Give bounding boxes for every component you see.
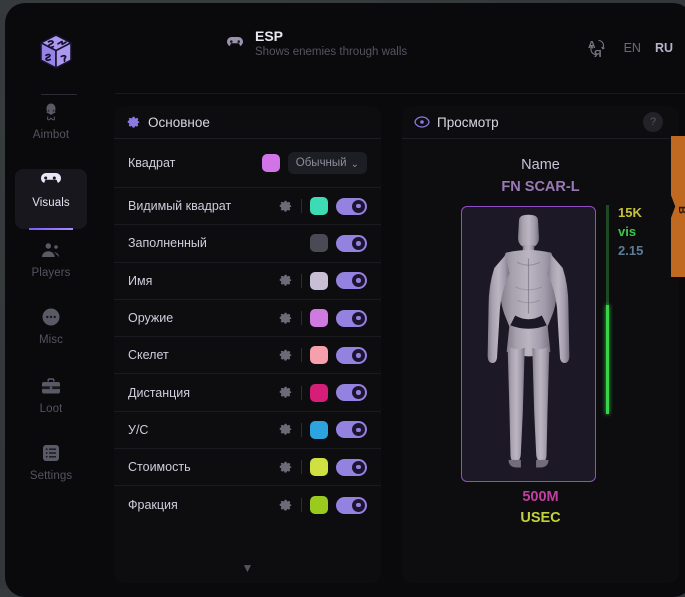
svg-text:Я: Я bbox=[594, 48, 602, 58]
